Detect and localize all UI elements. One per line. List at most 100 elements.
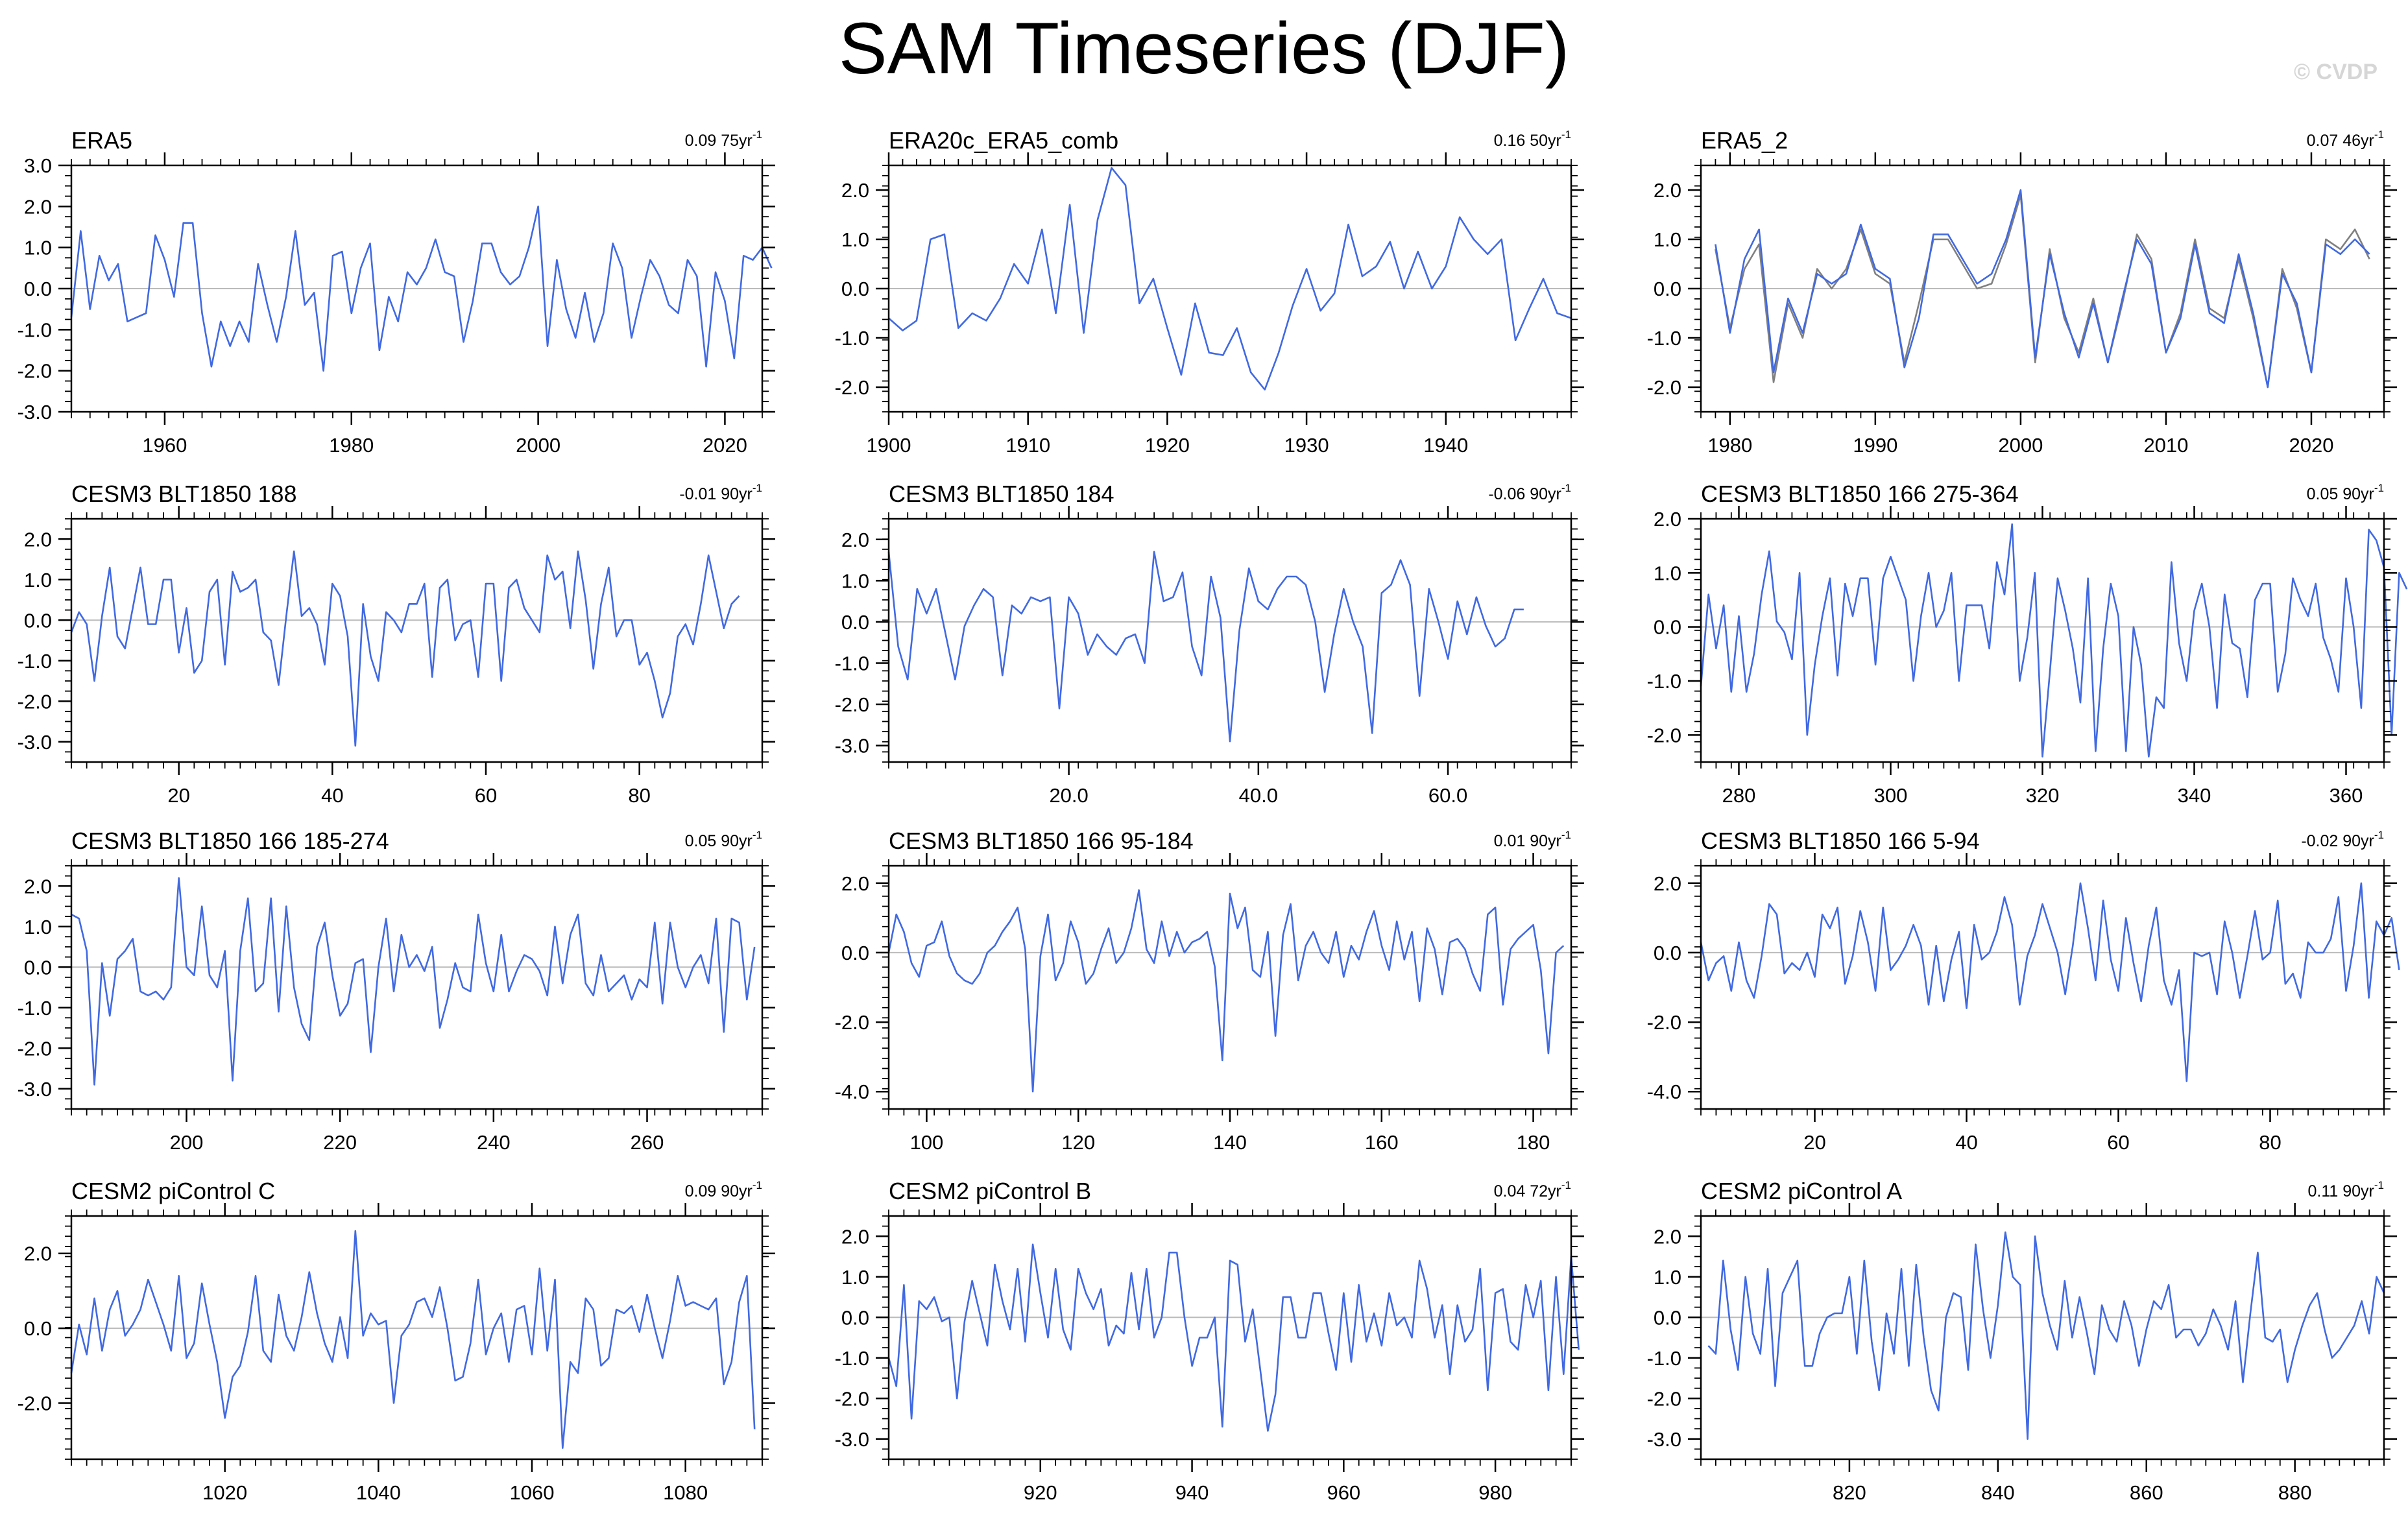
x-tick-label: 240 bbox=[477, 1131, 511, 1154]
x-tick-label: 940 bbox=[1175, 1481, 1209, 1504]
y-tick-label: -2.0 bbox=[1647, 1387, 1681, 1410]
figure-title: SAM Timeseries (DJF) bbox=[838, 8, 1570, 89]
y-tick-label: 1.0 bbox=[1654, 562, 1681, 584]
x-tick-label: 980 bbox=[1478, 1481, 1512, 1504]
trend-label: 0.01 90yr-1 bbox=[1494, 829, 1571, 850]
series-line bbox=[70, 205, 773, 372]
x-tick-label: 80 bbox=[2259, 1131, 2281, 1154]
x-tick-label: 100 bbox=[910, 1131, 944, 1154]
trend-label: -0.02 90yr-1 bbox=[2301, 829, 2384, 850]
chart-panel: 100 120 140 160 180 -4.0 -2.0 0.0 2.0 CESM3 BLT18… bbox=[835, 828, 1584, 1154]
series-line bbox=[888, 167, 1572, 391]
x-tick-label: 320 bbox=[2026, 784, 2060, 807]
panel-title: CESM3 BLT1850 166 275-364 bbox=[1701, 481, 2019, 507]
y-tick-label: -2.0 bbox=[18, 1392, 52, 1414]
trend-label: 0.07 46yr-1 bbox=[2307, 128, 2384, 150]
trend-label: 0.05 90yr-1 bbox=[2307, 482, 2384, 503]
chart-panel: 20.0 40.0 60.0 -3.0 -2.0 -1.0 0.0 1.0 2.0 CESM3 B… bbox=[835, 481, 1584, 807]
y-tick-label: 3.0 bbox=[24, 154, 52, 177]
y-tick-label: 2.0 bbox=[24, 528, 52, 551]
y-tick-label: -2.0 bbox=[18, 1037, 52, 1060]
x-tick-label: 20 bbox=[167, 784, 189, 807]
y-tick-label: -1.0 bbox=[1647, 670, 1681, 693]
y-tick-label: -3.0 bbox=[1647, 1428, 1681, 1451]
y-tick-label: 2.0 bbox=[841, 529, 869, 551]
x-tick-label: 280 bbox=[1722, 784, 1756, 807]
trend-unit-exponent: -1 bbox=[2374, 1179, 2384, 1191]
x-tick-label: 120 bbox=[1061, 1131, 1095, 1154]
y-tick-label: -1.0 bbox=[18, 650, 52, 673]
y-tick-label: -2.0 bbox=[1647, 724, 1681, 746]
y-tick-label: 2.0 bbox=[24, 875, 52, 898]
trend-unit-exponent: -1 bbox=[752, 829, 762, 841]
trend-label: 0.05 90yr-1 bbox=[685, 829, 762, 850]
plot-frame bbox=[70, 1215, 764, 1460]
x-tick-label: 40.0 bbox=[1239, 784, 1278, 807]
trend-label: 0.09 90yr-1 bbox=[685, 1179, 762, 1200]
x-tick-label: 20.0 bbox=[1049, 784, 1088, 807]
chart-panel: 20 40 60 80 -3.0 -2.0 -1.0 0.0 1.0 2.0 CESM3 BLT18… bbox=[18, 481, 775, 807]
y-tick-label: -1.0 bbox=[1647, 1347, 1681, 1370]
y-tick-label: 0.0 bbox=[24, 609, 52, 632]
y-tick-label: -2.0 bbox=[18, 360, 52, 383]
x-tick-label: 1980 bbox=[329, 434, 374, 457]
x-tick-label: 1980 bbox=[1707, 434, 1752, 457]
y-tick-label: -1.0 bbox=[835, 652, 869, 674]
x-tick-label: 80 bbox=[628, 784, 650, 807]
y-tick-label: -1.0 bbox=[835, 1347, 869, 1370]
panel-title: ERA5_2 bbox=[1701, 127, 1788, 154]
x-tick-label: 300 bbox=[1874, 784, 1908, 807]
trend-label: -0.06 90yr-1 bbox=[1488, 482, 1571, 503]
chart-panel: 920 940 960 980 -3.0 -2.0 -1.0 0.0 1.0 2.0 CESM2 p… bbox=[835, 1178, 1584, 1504]
x-tick-label: 20 bbox=[1803, 1131, 1825, 1154]
y-tick-label: -2.0 bbox=[835, 693, 869, 716]
y-tick-label: -2.0 bbox=[1647, 1011, 1681, 1034]
trend-unit-exponent: -1 bbox=[2374, 829, 2384, 841]
y-tick-label: 0.0 bbox=[841, 611, 869, 634]
x-tick-label: 820 bbox=[1833, 1481, 1866, 1504]
x-tick-label: 860 bbox=[2130, 1481, 2163, 1504]
x-tick-label: 1910 bbox=[1005, 434, 1050, 457]
trend-label: 0.16 50yr-1 bbox=[1494, 128, 1571, 150]
y-tick-label: 0.0 bbox=[1654, 1306, 1681, 1329]
trend-unit-exponent: -1 bbox=[1561, 128, 1571, 141]
y-tick-label: -3.0 bbox=[835, 735, 869, 757]
y-tick-label: 1.0 bbox=[24, 237, 52, 259]
trend-unit-exponent: -1 bbox=[2374, 128, 2384, 141]
trend-label: -0.01 90yr-1 bbox=[679, 482, 762, 503]
x-tick-label: 1990 bbox=[1853, 434, 1897, 457]
x-tick-label: 160 bbox=[1365, 1131, 1399, 1154]
y-tick-label: 0.0 bbox=[841, 1306, 869, 1329]
series-line bbox=[70, 1230, 756, 1449]
plot-frame bbox=[887, 518, 1572, 763]
panel-title: CESM3 BLT1850 166 95-184 bbox=[889, 828, 1194, 854]
chart-panel: 1960 1980 2000 2020 -3.0 -2.0 -1.0 0.0 1.0 2.0 3.0… bbox=[18, 127, 775, 457]
panel-title: ERA5 bbox=[71, 127, 132, 154]
panel-title: ERA20c_ERA5_comb bbox=[889, 127, 1118, 154]
trend-label: 0.09 75yr-1 bbox=[685, 128, 762, 150]
y-tick-label: 1.0 bbox=[841, 228, 869, 251]
y-tick-label: -2.0 bbox=[835, 1387, 869, 1410]
y-tick-label: 0.0 bbox=[1654, 278, 1681, 300]
trend-unit-exponent: -1 bbox=[752, 1179, 762, 1191]
trend-unit-exponent: -1 bbox=[1561, 1179, 1571, 1191]
x-tick-label: 1020 bbox=[202, 1481, 247, 1504]
x-tick-label: 60 bbox=[2107, 1131, 2129, 1154]
y-tick-label: 1.0 bbox=[1654, 228, 1681, 251]
y-tick-label: 2.0 bbox=[24, 195, 52, 218]
x-tick-label: 1920 bbox=[1145, 434, 1190, 457]
series-line bbox=[887, 889, 1565, 1093]
x-tick-label: 2020 bbox=[703, 434, 747, 457]
series-line bbox=[887, 1243, 1580, 1432]
y-tick-label: -3.0 bbox=[18, 1078, 52, 1101]
series-line bbox=[1715, 189, 2370, 388]
trend-label: 0.11 90yr-1 bbox=[2307, 1179, 2384, 1200]
x-tick-label: 60 bbox=[475, 784, 497, 807]
x-tick-label: 40 bbox=[321, 784, 343, 807]
y-tick-label: 1.0 bbox=[24, 569, 52, 591]
y-tick-label: -3.0 bbox=[18, 731, 52, 754]
panel-title: CESM3 BLT1850 166 5-94 bbox=[1701, 828, 1980, 854]
y-tick-label: 0.0 bbox=[1654, 942, 1681, 964]
x-tick-label: 920 bbox=[1024, 1481, 1057, 1504]
y-tick-label: -1.0 bbox=[835, 327, 869, 350]
